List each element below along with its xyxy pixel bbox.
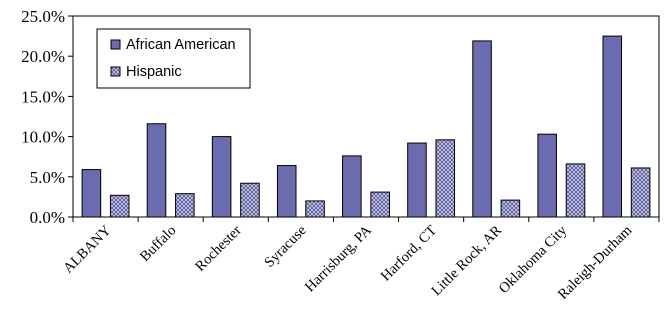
y-tick-label: 10.0%: [21, 128, 65, 147]
bar-african-american: [211, 136, 232, 218]
bar-african-american: [602, 35, 623, 218]
bar-hispanic: [630, 167, 651, 218]
bar-hispanic: [370, 191, 390, 218]
bar-hispanic: [109, 194, 130, 218]
x-category-label: Harford, CT: [378, 222, 440, 284]
bar-hispanic: [565, 163, 586, 218]
bars-group: [81, 35, 651, 218]
x-category-label: Syracuse: [261, 223, 309, 271]
x-category-label: ALBANY: [60, 222, 114, 276]
y-tick-label: 5.0%: [30, 168, 65, 187]
legend: African American Hispanic: [96, 28, 251, 89]
plot-area: [72, 15, 660, 218]
bar-african-american: [537, 133, 557, 218]
bar-hispanic: [500, 199, 521, 218]
bar-african-american: [276, 165, 297, 218]
x-category-label: Oklahoma City: [496, 222, 571, 297]
bar-african-american: [146, 123, 167, 218]
legend-swatch-hispanic: [110, 66, 121, 77]
bar-hispanic: [435, 139, 456, 218]
bar-hispanic: [305, 200, 325, 218]
y-tick-label: 15.0%: [21, 87, 65, 106]
bar-african-american: [407, 142, 427, 218]
x-category-label: Buffalo: [137, 223, 179, 265]
y-axis: 0.0% 5.0% 10.0% 15.0% 20.0% 25.0%: [21, 7, 73, 227]
x-category-label: Harrisburg, PA: [302, 222, 375, 295]
y-tick-label: 25.0%: [21, 7, 65, 26]
legend-swatch-african-american: [110, 39, 121, 50]
legend-label-hispanic: Hispanic: [126, 64, 182, 80]
legend-box: [96, 28, 251, 89]
bar-african-american: [472, 40, 492, 218]
bar-african-american: [342, 155, 362, 218]
x-category-label: Little Rock, AR: [429, 222, 506, 299]
bar-african-american: [81, 169, 102, 218]
x-category-label: Rochester: [192, 222, 244, 274]
bar-hispanic: [240, 182, 260, 218]
legend-label-african-american: African American: [126, 37, 236, 53]
x-axis: ALBANY Buffalo Rochester SyracuseHarrisburg…: [60, 217, 660, 303]
y-tick-label: 20.0%: [21, 47, 65, 66]
plot-frame: [72, 15, 660, 218]
y-tick-label: 0.0%: [30, 208, 65, 227]
bar-hispanic: [175, 193, 195, 218]
